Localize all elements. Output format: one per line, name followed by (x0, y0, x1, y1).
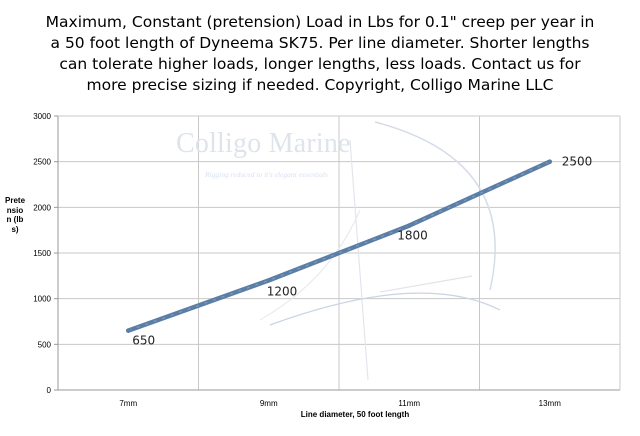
data-point (547, 159, 552, 164)
y-tick-label: 2000 (33, 203, 51, 212)
chart-title-line: more precise sizing if needed. Copyright… (86, 76, 554, 94)
data-point (407, 223, 412, 228)
chart-title-line: can tolerate higher loads, longer length… (59, 55, 581, 73)
x-tick-label: 11mm (398, 399, 420, 408)
y-tick-label: 0 (47, 386, 52, 395)
y-tick-label: 3000 (33, 112, 51, 121)
watermark-name: Colligo Marine (176, 128, 351, 159)
y-tick-label: 500 (38, 340, 52, 349)
watermark-sail-graphic (259, 121, 501, 381)
data-label-layer: 650 1200 1800 2500 (132, 155, 592, 348)
x-tick-label: 13mm (539, 399, 562, 408)
series-layer (126, 159, 552, 333)
y-tick-label: 2500 (33, 158, 51, 167)
chart-title-line: Maximum, Constant (pretension) Load in L… (45, 13, 595, 31)
series-line-highlight (128, 161, 550, 332)
data-label: 1800 (397, 229, 428, 243)
data-label: 1200 (267, 284, 298, 298)
x-axis-label: Line diameter, 50 foot length (300, 410, 410, 419)
data-label: 2500 (562, 155, 593, 169)
x-tick-label: 9mm (260, 399, 278, 408)
data-label: 650 (132, 334, 155, 348)
y-tick-label: 1000 (33, 295, 51, 304)
y-axis-label: Pretension (lbs) (5, 196, 26, 235)
axis-layer: 0 500 1000 1500 2000 2500 3000 7mm 9mm 11mm 13mm (33, 112, 621, 408)
data-point (126, 328, 131, 333)
y-tick-label: 1500 (33, 249, 51, 258)
x-tick-label: 7mm (119, 399, 137, 408)
data-point (266, 278, 271, 283)
watermark-tagline: Rigging reduced to it's elegant essentia… (205, 170, 328, 179)
chart-title-line: a 50 foot length of Dyneema SK75. Per li… (50, 34, 590, 52)
chart-title: Maximum, Constant (pretension) Load in L… (40, 12, 600, 96)
